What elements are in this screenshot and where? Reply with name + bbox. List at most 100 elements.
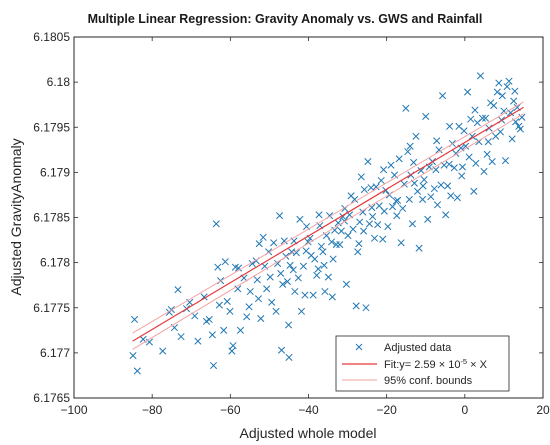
data-point — [337, 227, 345, 235]
y-tick-label: 6.1785 — [33, 211, 70, 225]
data-point — [484, 138, 492, 146]
x-tick-label: −40 — [298, 403, 319, 417]
data-point — [467, 115, 475, 123]
data-point — [360, 185, 368, 194]
data-points — [129, 72, 526, 375]
data-point — [496, 128, 504, 136]
data-point — [272, 307, 280, 315]
data-point — [133, 367, 141, 375]
data-point — [388, 203, 397, 211]
data-point — [328, 293, 336, 301]
y-tick-label: 6.1765 — [33, 391, 70, 405]
data-point — [379, 235, 387, 243]
data-point — [395, 155, 403, 163]
data-point — [274, 259, 282, 268]
data-point — [268, 298, 276, 306]
data-point — [447, 192, 455, 200]
data-point — [470, 187, 478, 195]
data-point — [413, 187, 422, 195]
data-point — [228, 347, 236, 355]
data-point — [435, 146, 443, 154]
data-point — [495, 79, 503, 87]
x-tick-label: −60 — [220, 403, 241, 417]
data-point — [209, 361, 218, 370]
data-point — [359, 208, 367, 216]
data-point — [145, 338, 153, 346]
data-point — [439, 92, 447, 100]
data-point — [442, 211, 450, 219]
data-point — [289, 266, 297, 274]
legend-bounds-label: 95% conf. bounds — [384, 375, 473, 387]
x-tick-label: 20 — [536, 403, 550, 417]
data-point — [387, 161, 395, 169]
data-point — [368, 204, 376, 212]
data-point — [369, 213, 377, 221]
data-point — [394, 196, 402, 204]
data-point — [352, 302, 360, 310]
x-tick-label: −100 — [60, 403, 87, 417]
legend-data-label: Adjusted data — [384, 342, 452, 354]
data-point — [468, 132, 476, 140]
data-point — [277, 346, 286, 354]
data-point — [437, 181, 445, 189]
x-axis: −100 −80 −60 −40 −20 0 20 — [60, 37, 550, 417]
data-point — [214, 263, 222, 271]
data-point — [191, 312, 199, 320]
data-point — [365, 220, 374, 228]
fit-line — [132, 106, 524, 342]
data-point — [283, 278, 291, 286]
data-point — [266, 273, 274, 281]
data-point — [405, 195, 413, 204]
fit-lines — [132, 101, 524, 350]
data-point — [384, 222, 392, 231]
y-tick-label: 6.1795 — [33, 120, 70, 134]
data-point — [194, 337, 202, 345]
y-axis-label: Adjusted GravityAnomaly — [8, 138, 24, 295]
data-point — [285, 353, 293, 361]
data-point — [351, 195, 359, 204]
data-point — [380, 207, 388, 215]
data-point — [462, 142, 470, 150]
data-point — [490, 102, 498, 110]
data-point — [402, 104, 410, 112]
data-point — [500, 107, 508, 115]
data-point — [317, 242, 325, 250]
data-point — [355, 240, 363, 248]
legend-fit-suffix: × X — [467, 359, 488, 371]
data-point — [460, 127, 468, 135]
data-point — [302, 247, 310, 255]
data-point — [285, 321, 293, 329]
legend-fit-prefix: Fit:y= 2.59 × 10 — [384, 359, 460, 371]
data-point — [202, 317, 211, 325]
data-point — [315, 211, 323, 219]
data-point — [223, 297, 231, 305]
data-point — [324, 273, 332, 281]
data-point — [410, 158, 418, 167]
data-point — [379, 166, 388, 174]
data-point — [329, 255, 337, 263]
y-tick-label: 6.1775 — [33, 301, 70, 315]
data-point — [430, 185, 438, 193]
data-point — [257, 315, 265, 323]
data-point — [320, 261, 328, 269]
data-point — [280, 237, 288, 245]
data-point — [313, 271, 321, 279]
data-point — [478, 114, 486, 122]
data-point — [458, 172, 466, 180]
data-point — [301, 291, 309, 299]
data-point — [444, 182, 452, 190]
data-point — [510, 97, 518, 105]
data-point — [493, 88, 501, 96]
legend-fit-label: Fit:y= 2.59 × 10-5 × X — [384, 357, 488, 372]
data-point — [481, 114, 490, 122]
data-point — [393, 212, 401, 220]
x-tick-label: −20 — [376, 403, 397, 417]
data-point — [208, 331, 216, 339]
x-tick-label: −80 — [142, 403, 163, 417]
y-tick-label: 6.179 — [40, 165, 70, 179]
data-point — [342, 280, 350, 288]
data-point — [408, 220, 417, 228]
data-point — [263, 285, 271, 293]
y-tick-label: 6.177 — [40, 346, 70, 360]
